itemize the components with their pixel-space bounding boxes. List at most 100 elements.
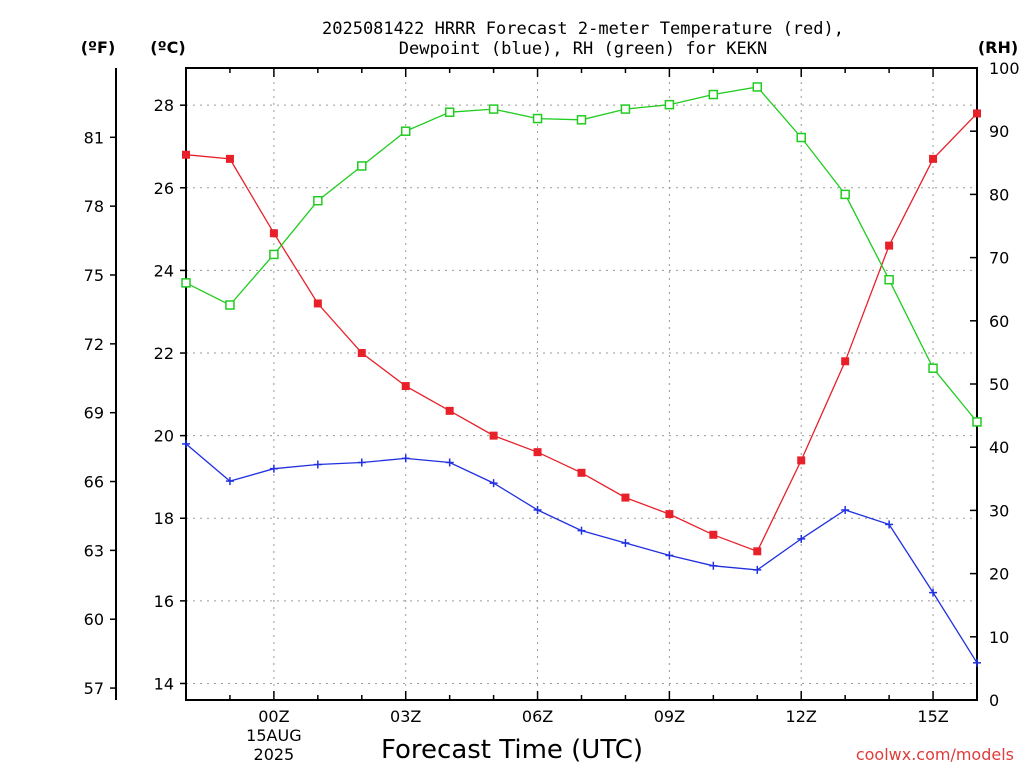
data-point-2 — [313, 195, 323, 206]
data-point-0 — [445, 406, 454, 415]
data-point-2 — [972, 417, 982, 427]
series-layer — [181, 82, 982, 667]
celsius-unit-label: (ºC) — [150, 38, 185, 57]
rh-tick-label: 40 — [989, 438, 1009, 457]
data-point-0 — [841, 357, 850, 366]
celsius-tick-label: 20 — [154, 427, 174, 446]
data-point-0 — [401, 382, 410, 391]
rh-tick-label: 90 — [989, 122, 1009, 141]
data-point-2 — [884, 274, 894, 285]
data-point-1 — [357, 458, 366, 467]
x-tick-label: 12Z — [786, 707, 817, 726]
data-point-1 — [797, 534, 806, 543]
data-point-2 — [400, 126, 411, 136]
chart-title-line1: 2025081422 HRRR Forecast 2-meter Tempera… — [322, 19, 844, 39]
data-point-0 — [225, 154, 234, 163]
data-point-0 — [357, 349, 366, 358]
fahrenheit-tick-label: 66 — [84, 473, 104, 492]
data-point-1 — [182, 439, 190, 448]
data-point-2 — [181, 278, 191, 288]
data-point-1 — [665, 551, 674, 560]
data-point-2 — [664, 99, 675, 110]
data-point-0 — [885, 241, 894, 250]
data-point-2 — [840, 189, 850, 200]
celsius-tick-label: 26 — [154, 179, 174, 198]
data-point-1 — [225, 477, 234, 486]
data-point-1 — [753, 565, 762, 574]
data-point-2 — [752, 82, 763, 92]
data-point-2 — [576, 115, 587, 125]
x-axis-label: Forecast Time (UTC) — [381, 735, 643, 765]
data-point-1 — [269, 464, 278, 473]
fahrenheit-tick-label: 69 — [84, 404, 104, 423]
data-point-1 — [489, 479, 498, 488]
rh-tick-label: 30 — [989, 501, 1009, 520]
rh-tick-label: 80 — [989, 185, 1009, 204]
fahrenheit-tick-label: 57 — [84, 679, 104, 698]
rh-tick-label: 100 — [989, 59, 1020, 78]
series-line-0 — [185, 112, 978, 553]
data-point-0 — [182, 150, 190, 159]
data-point-0 — [269, 229, 278, 238]
celsius-tick-label: 24 — [154, 261, 174, 280]
chart-title-line2: Dewpoint (blue), RH (green) for KEKN — [399, 39, 767, 59]
fahrenheit-tick-label: 60 — [84, 610, 104, 629]
rh-unit-label: (RH) — [978, 38, 1018, 57]
data-point-1 — [533, 505, 542, 514]
data-point-1 — [445, 458, 454, 467]
series-line-2 — [185, 86, 978, 423]
data-point-1 — [841, 505, 850, 514]
x-tick-label: 06Z — [522, 707, 553, 726]
data-point-0 — [973, 109, 981, 118]
data-point-0 — [577, 468, 586, 477]
x-tick-label: 09Z — [654, 707, 685, 726]
fahrenheit-tick-label: 72 — [84, 335, 104, 354]
fahrenheit-tick-label: 63 — [84, 541, 104, 560]
data-point-1 — [401, 454, 410, 463]
celsius-tick-label: 28 — [154, 96, 174, 115]
data-point-2 — [796, 132, 806, 143]
data-point-0 — [797, 456, 806, 465]
x-tick-date: 15AUG — [246, 726, 301, 745]
data-point-1 — [885, 520, 894, 529]
rh-tick-label: 50 — [989, 375, 1009, 394]
celsius-tick-label: 18 — [154, 509, 174, 528]
rh-tick-label: 60 — [989, 312, 1009, 331]
fahrenheit-unit-label: (ºF) — [81, 38, 116, 57]
data-point-1 — [709, 561, 718, 570]
data-point-1 — [973, 658, 981, 667]
fahrenheit-tick-label: 78 — [84, 197, 104, 216]
x-tick-label: 15Z — [917, 707, 948, 726]
celsius-tick-label: 22 — [154, 344, 174, 363]
data-point-0 — [489, 431, 498, 440]
x-tick-year: 2025 — [254, 745, 295, 764]
x-tick-label: 03Z — [390, 707, 421, 726]
data-point-2 — [532, 113, 543, 124]
data-point-0 — [929, 154, 938, 163]
data-point-2 — [708, 89, 719, 100]
data-point-1 — [313, 460, 322, 469]
data-point-0 — [665, 510, 674, 519]
x-tick-label: 00Z — [258, 707, 289, 726]
data-point-2 — [620, 104, 631, 114]
fahrenheit-tick-label: 75 — [84, 266, 104, 285]
celsius-tick-label: 14 — [154, 674, 174, 693]
rh-tick-label: 20 — [989, 565, 1009, 584]
data-point-2 — [488, 104, 499, 114]
data-point-2 — [928, 363, 938, 373]
credit-text: coolwx.com/models — [856, 745, 1014, 764]
data-point-2 — [269, 249, 279, 260]
data-point-0 — [709, 530, 718, 539]
rh-tick-label: 10 — [989, 628, 1009, 647]
data-point-0 — [313, 299, 322, 308]
data-point-1 — [577, 526, 586, 535]
grid-lines — [186, 68, 977, 700]
data-point-2 — [357, 161, 367, 171]
axes: 14 16 18 20 22 24 26 28 57 60 63 66 69 72 75 78 81 0 10 20 3… — [84, 59, 1020, 764]
data-point-1 — [929, 588, 938, 597]
data-point-0 — [753, 547, 762, 556]
data-point-2 — [225, 300, 235, 310]
celsius-tick-label: 16 — [154, 592, 174, 611]
data-point-2 — [444, 107, 455, 117]
